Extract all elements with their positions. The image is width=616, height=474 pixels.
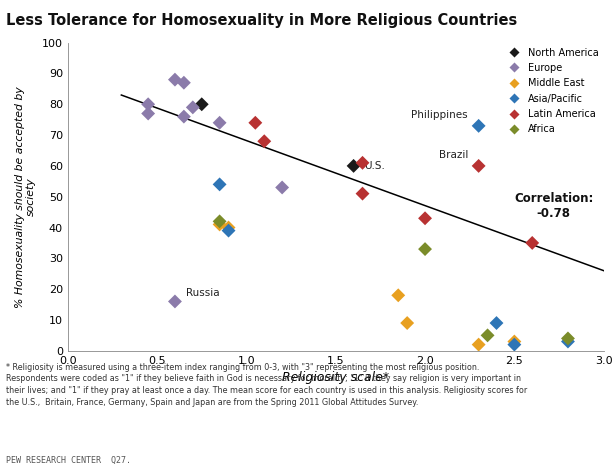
Point bbox=[224, 224, 233, 231]
Point bbox=[179, 79, 189, 86]
Text: PEW RESEARCH CENTER  Q27.: PEW RESEARCH CENTER Q27. bbox=[6, 456, 131, 465]
Point bbox=[393, 292, 403, 299]
Point bbox=[402, 319, 412, 327]
Point bbox=[474, 162, 484, 170]
Point bbox=[349, 162, 359, 170]
Point bbox=[420, 214, 430, 222]
Text: * Religiosity is measured using a three-item index ranging from 0-3, with "3" re: * Religiosity is measured using a three-… bbox=[6, 363, 527, 407]
Point bbox=[474, 341, 484, 348]
X-axis label: Religiosity scale*: Religiosity scale* bbox=[282, 371, 389, 384]
Point bbox=[259, 137, 269, 145]
Point bbox=[214, 119, 224, 127]
Legend: North America, Europe, Middle East, Asia/Pacific, Latin America, Africa: North America, Europe, Middle East, Asia… bbox=[505, 47, 599, 134]
Y-axis label: % Homosexuality should be accepted by
society: % Homosexuality should be accepted by so… bbox=[15, 86, 36, 308]
Text: Russia: Russia bbox=[185, 288, 219, 299]
Point bbox=[170, 76, 180, 83]
Point bbox=[170, 298, 180, 305]
Point bbox=[357, 159, 367, 166]
Point bbox=[420, 246, 430, 253]
Point bbox=[492, 319, 501, 327]
Point bbox=[277, 184, 287, 191]
Point bbox=[143, 100, 153, 108]
Text: Brazil: Brazil bbox=[439, 150, 468, 160]
Point bbox=[563, 335, 573, 342]
Point bbox=[509, 337, 519, 345]
Text: U.S.: U.S. bbox=[364, 161, 385, 171]
Point bbox=[474, 122, 484, 130]
Point bbox=[509, 341, 519, 348]
Point bbox=[527, 239, 537, 246]
Point bbox=[563, 337, 573, 345]
Point bbox=[214, 220, 224, 228]
Point bbox=[357, 190, 367, 197]
Point bbox=[143, 110, 153, 118]
Point bbox=[224, 227, 233, 234]
Point bbox=[250, 119, 261, 127]
Point bbox=[483, 332, 493, 339]
Point bbox=[214, 218, 224, 225]
Text: Less Tolerance for Homosexuality in More Religious Countries: Less Tolerance for Homosexuality in More… bbox=[6, 13, 517, 28]
Point bbox=[188, 104, 198, 111]
Text: Philippines: Philippines bbox=[411, 109, 468, 119]
Text: Correlation:
-0.78: Correlation: -0.78 bbox=[514, 192, 593, 220]
Point bbox=[197, 100, 207, 108]
Point bbox=[214, 181, 224, 188]
Point bbox=[179, 113, 189, 120]
